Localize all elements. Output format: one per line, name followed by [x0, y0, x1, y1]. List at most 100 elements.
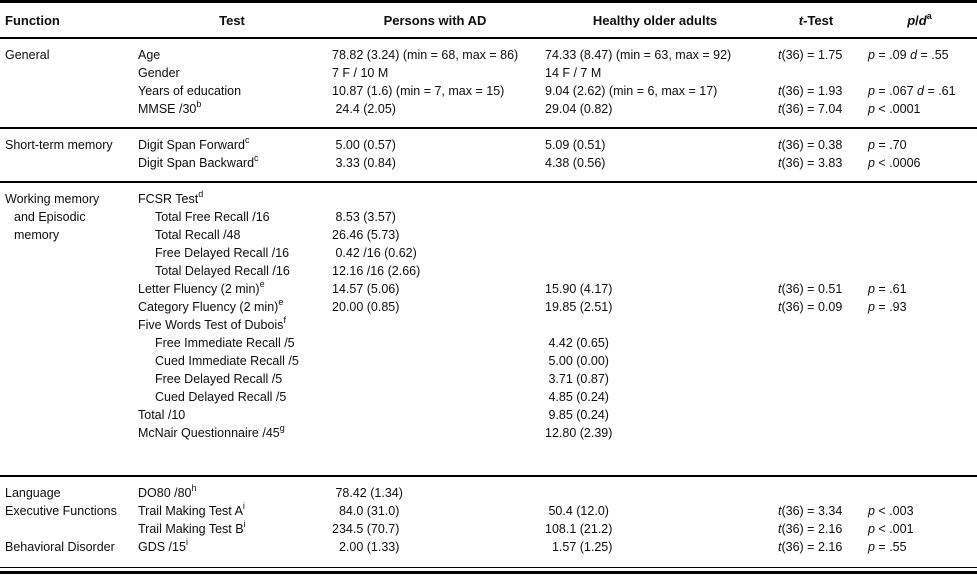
table-row: Short-term memory Digit Span Forwardc 5.0…	[0, 134, 977, 154]
ad-value-cell: 5.00 (0.57)	[332, 138, 396, 152]
ad-value-cell: 2.00 (1.33)	[332, 540, 400, 554]
test-cell: Digit Span Forwardc	[138, 134, 250, 152]
t-test-cell: t(36) = 3.34	[778, 504, 843, 518]
test-cell: Age	[138, 48, 161, 62]
table-row: Five Words Test of Duboisf	[0, 315, 977, 334]
ad-value-cell: 7 F / 10 M	[332, 66, 389, 80]
ad-value-cell: 78.42 (1.34)	[332, 486, 403, 500]
t-test-cell: t(36) = 0.38	[778, 138, 843, 152]
healthy-value-cell: 5.00 (0.00)	[545, 354, 609, 368]
test-cell: Free Immediate Recall /5	[155, 336, 295, 350]
t-test-cell: t(36) = 2.16	[778, 522, 843, 536]
healthy-value-cell: 50.4 (12.0)	[545, 504, 609, 518]
ad-value-cell: 14.57 (5.06)	[332, 282, 400, 296]
test-cell: Trail Making Test Ai	[138, 500, 245, 518]
t-test-cell: t(36) = 2.16	[778, 540, 843, 554]
t-test-cell: t(36) = 0.09	[778, 300, 843, 314]
header-pd: p/da	[907, 10, 932, 28]
ad-value-cell: 8.53 (3.57)	[332, 210, 396, 224]
t-test-cell: t(36) = 1.93	[778, 84, 843, 98]
table-row: Behavioral Disorder GDS /15i 2.00 (1.33) …	[0, 536, 977, 556]
t-test-cell: t(36) = 3.83	[778, 156, 843, 170]
p-d-cell: p < .0001	[868, 102, 921, 116]
bottom-rule	[0, 567, 977, 571]
p-d-cell: p = .93	[868, 300, 907, 314]
ad-value-cell: 0.42 /16 (0.62)	[332, 246, 417, 260]
ad-value-cell: 26.46 (5.73)	[332, 228, 400, 242]
header-ttest: t-Test	[798, 13, 834, 28]
table-row: Total /10 9.85 (0.24)	[0, 406, 977, 424]
table-row: McNair Questionnaire /45g 12.80 (2.39)	[0, 422, 977, 442]
p-d-cell: p = .70	[868, 138, 907, 152]
table-row: Digit Span Backwardc 3.33 (0.84) 4.38 (0.…	[0, 153, 977, 172]
healthy-value-cell: 9.04 (2.62) (min = 6, max = 17)	[545, 84, 718, 98]
function-cell: Short-term memory	[5, 138, 113, 152]
ad-value-cell: 20.00 (0.85)	[332, 300, 400, 314]
ad-value-cell: 3.33 (0.84)	[332, 156, 396, 170]
test-cell: Cued Immediate Recall /5	[155, 354, 299, 368]
test-cell: Letter Fluency (2 min)e	[138, 278, 265, 296]
table-row: Free Delayed Recall /5 3.71 (0.87)	[0, 370, 977, 388]
table-row: Cued Delayed Recall /5 4.85 (0.24)	[0, 388, 977, 406]
t-test-cell: t(36) = 1.75	[778, 48, 843, 62]
table-row: Total Recall /48 26.46 (5.73)	[0, 226, 977, 244]
table-row: MMSE /30b 24.4 (2.05) 29.04 (0.82) t(36) =…	[0, 98, 977, 118]
table-row: Free Immediate Recall /5 4.42 (0.65)	[0, 334, 977, 352]
table-row: Language DO80 /80h 78.42 (1.34)	[0, 482, 977, 502]
table-section: Language DO80 /80h 78.42 (1.34) Executive …	[0, 475, 977, 567]
table-header-row: Function Test Persons with AD Healthy ol…	[0, 3, 977, 39]
table-row: Letter Fluency (2 min)e 14.57 (5.06) 15.90…	[0, 278, 977, 298]
table-row: Cued Immediate Recall /5 5.00 (0.00)	[0, 352, 977, 370]
function-cell: General	[5, 48, 50, 62]
test-cell: DO80 /80h	[138, 482, 197, 500]
ad-value-cell: 12.16 /16 (2.66)	[332, 264, 421, 278]
ad-value-cell: 234.5 (70.7)	[332, 522, 400, 536]
test-cell: Free Delayed Recall /5	[155, 372, 283, 386]
test-cell: McNair Questionnaire /45g	[138, 422, 285, 440]
test-cell: Total Free Recall /16	[155, 210, 270, 224]
healthy-value-cell: 4.42 (0.65)	[545, 336, 609, 350]
test-cell: Cued Delayed Recall /5	[155, 390, 287, 404]
header-healthy-older-adults: Healthy older adults	[592, 13, 718, 28]
table-row: Total Delayed Recall /16 12.16 /16 (2.66)	[0, 262, 977, 280]
p-d-cell: p = .067 d = .61	[868, 84, 956, 98]
ad-value-cell: 78.82 (3.24) (min = 68, max = 86)	[332, 48, 519, 62]
p-d-cell: p = .55	[868, 540, 907, 554]
table-row: Total Free Recall /16 8.53 (3.57)	[0, 208, 977, 226]
table-section: Working memory and Episodic memory FCSR Tes…	[0, 181, 977, 475]
p-d-cell: p = .61	[868, 282, 907, 296]
table-row: Trail Making Test Bi 234.5 (70.7) 108.1 (2…	[0, 518, 977, 538]
test-cell: GDS /15i	[138, 536, 188, 554]
test-cell: MMSE /30b	[138, 98, 202, 116]
function-cell: Behavioral Disorder	[5, 540, 115, 554]
ad-value-cell: 24.4 (2.05)	[332, 102, 396, 116]
test-cell: Category Fluency (2 min)e	[138, 296, 284, 314]
header-function: Function	[5, 13, 60, 28]
healthy-value-cell: 4.85 (0.24)	[545, 390, 609, 404]
table-row: Executive Functions Trail Making Test Ai …	[0, 500, 977, 520]
healthy-value-cell: 19.85 (2.51)	[545, 300, 613, 314]
test-cell: Years of education	[138, 84, 242, 98]
healthy-value-cell: 9.85 (0.24)	[545, 408, 609, 422]
p-d-cell: p < .0006	[868, 156, 921, 170]
table-section: General Age 78.82 (3.24) (min = 68, max = …	[0, 39, 977, 127]
function-cell: Executive Functions	[5, 504, 117, 518]
p-d-cell: p < .001	[868, 522, 914, 536]
test-cell: Total Delayed Recall /16	[155, 264, 290, 278]
function-label-line: and Episodic	[14, 210, 86, 224]
healthy-value-cell: 3.71 (0.87)	[545, 372, 609, 386]
table-body: General Age 78.82 (3.24) (min = 68, max = …	[0, 39, 977, 567]
p-d-cell: p < .003	[868, 504, 914, 518]
function-label-line: Working memory	[5, 192, 100, 206]
table-section: Short-term memory Digit Span Forwardc 5.0…	[0, 127, 977, 181]
table-row: General Age 78.82 (3.24) (min = 68, max = …	[0, 46, 977, 64]
table-row: Free Delayed Recall /16 0.42 /16 (0.62)	[0, 244, 977, 262]
table-row: Years of education 10.87 (1.6) (min = 7, …	[0, 82, 977, 100]
healthy-value-cell: 14 F / 7 M	[545, 66, 602, 80]
ad-value-cell: 84.0 (31.0)	[332, 504, 400, 518]
header-test: Test	[219, 13, 245, 28]
test-cell: Trail Making Test Bi	[138, 518, 246, 536]
healthy-value-cell: 1.57 (1.25)	[545, 540, 613, 554]
function-label-line: memory	[14, 228, 60, 242]
